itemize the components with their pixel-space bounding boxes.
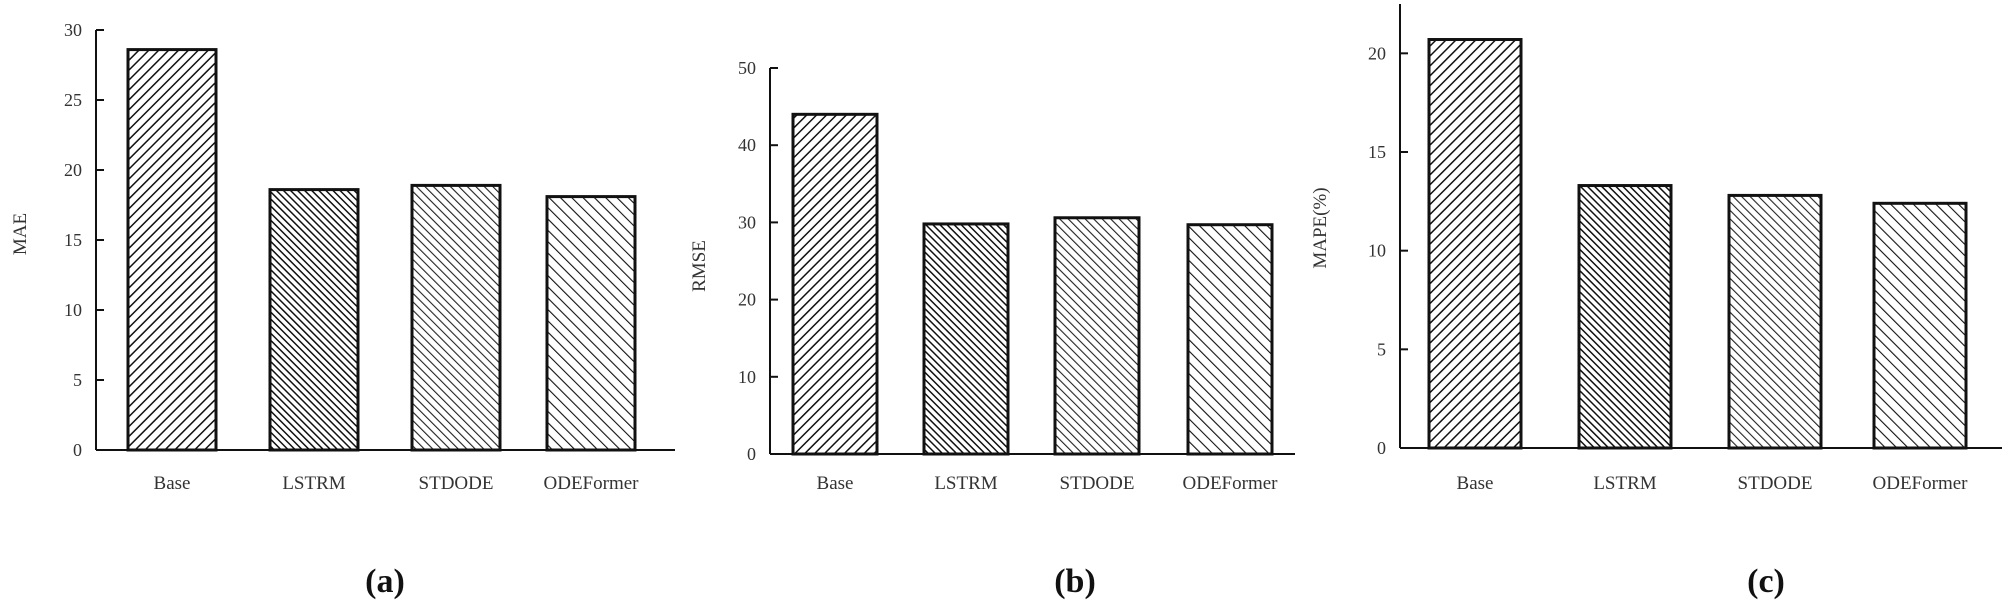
- x-category-label: STDODE: [1060, 473, 1135, 494]
- bar-lstrm: [268, 188, 360, 452]
- y-tick-label: 5: [1377, 339, 1386, 359]
- y-tick-label: 30: [64, 20, 82, 40]
- y-tick-label: 0: [1377, 438, 1386, 458]
- panel-label: (b): [1054, 563, 1096, 600]
- y-tick-label: 20: [738, 290, 756, 310]
- bar-lstrm: [922, 222, 1010, 456]
- x-category-label: ODEFormer: [1873, 473, 1969, 494]
- bar-base: [126, 48, 218, 452]
- bar-base: [1427, 38, 1523, 450]
- bar-odeformer: [545, 195, 637, 452]
- y-tick-label: 20: [1368, 43, 1386, 63]
- x-category-label: ODEFormer: [1183, 473, 1279, 494]
- y-tick-label: 15: [64, 230, 82, 250]
- chart-panel-b: RMSE 0 10 20 30 40 50 Base LSTRM STDODE ODEFormer…: [689, 58, 1295, 600]
- y-axis-title-text: MAPE(%): [1310, 187, 1331, 268]
- y-tick-label: 10: [1368, 241, 1386, 261]
- y-tick-label: 30: [738, 212, 756, 232]
- y-tick-label: 5: [73, 370, 82, 390]
- x-category-label: LSTRM: [1593, 473, 1656, 494]
- y-axis-title-text: RMSE: [689, 240, 710, 292]
- x-category-label: Base: [1457, 473, 1494, 494]
- chart-panel-c: MAPE(%) 0 5 10 15 20 Base LSTRM STDODE ODEFormer…: [1310, 4, 2002, 600]
- x-category-label: STDODE: [1738, 473, 1813, 494]
- y-tick-label: 0: [747, 444, 756, 464]
- chart-panel-a: MAE 0 5 10 15 20 25 30 Base LSTRM STDODE ODEFormer…: [10, 20, 675, 600]
- x-category-label: ODEFormer: [544, 473, 640, 494]
- bar-stdode: [410, 183, 502, 452]
- bars-layer: [126, 48, 637, 452]
- x-category-label: Base: [154, 473, 191, 494]
- y-axis-title: RMSE: [689, 240, 710, 292]
- x-category-label: STDODE: [419, 473, 494, 494]
- bar-odeformer: [1872, 201, 1968, 450]
- panel-label: (a): [365, 563, 405, 600]
- bar-stdode: [1053, 216, 1141, 456]
- panel-label: (c): [1747, 563, 1785, 600]
- bar-lstrm: [1577, 184, 1673, 450]
- y-axis-title: MAE: [10, 213, 31, 255]
- y-tick-label: 10: [738, 367, 756, 387]
- y-tick-label: 40: [738, 135, 756, 155]
- x-category-label: LSTRM: [282, 473, 345, 494]
- y-tick-label: 20: [64, 160, 82, 180]
- bar-base: [791, 112, 879, 456]
- x-category-label: Base: [817, 473, 854, 494]
- y-tick-label: 50: [738, 58, 756, 78]
- bar-odeformer: [1186, 223, 1274, 456]
- y-tick-label: 10: [64, 300, 82, 320]
- bar-stdode: [1727, 193, 1823, 450]
- axis-layer: 0 5 10 15 20 25 30 Base LSTRM STDODE ODEFormer: [64, 20, 675, 494]
- y-tick-label: 0: [73, 440, 82, 460]
- x-category-label: LSTRM: [934, 473, 997, 494]
- y-tick-label: 15: [1368, 142, 1386, 162]
- y-axis-title-text: MAE: [10, 213, 31, 255]
- y-axis-title: MAPE(%): [1310, 187, 1331, 268]
- bars-layer: [1427, 38, 1968, 450]
- bars-layer: [791, 112, 1274, 456]
- y-tick-label: 25: [64, 90, 82, 110]
